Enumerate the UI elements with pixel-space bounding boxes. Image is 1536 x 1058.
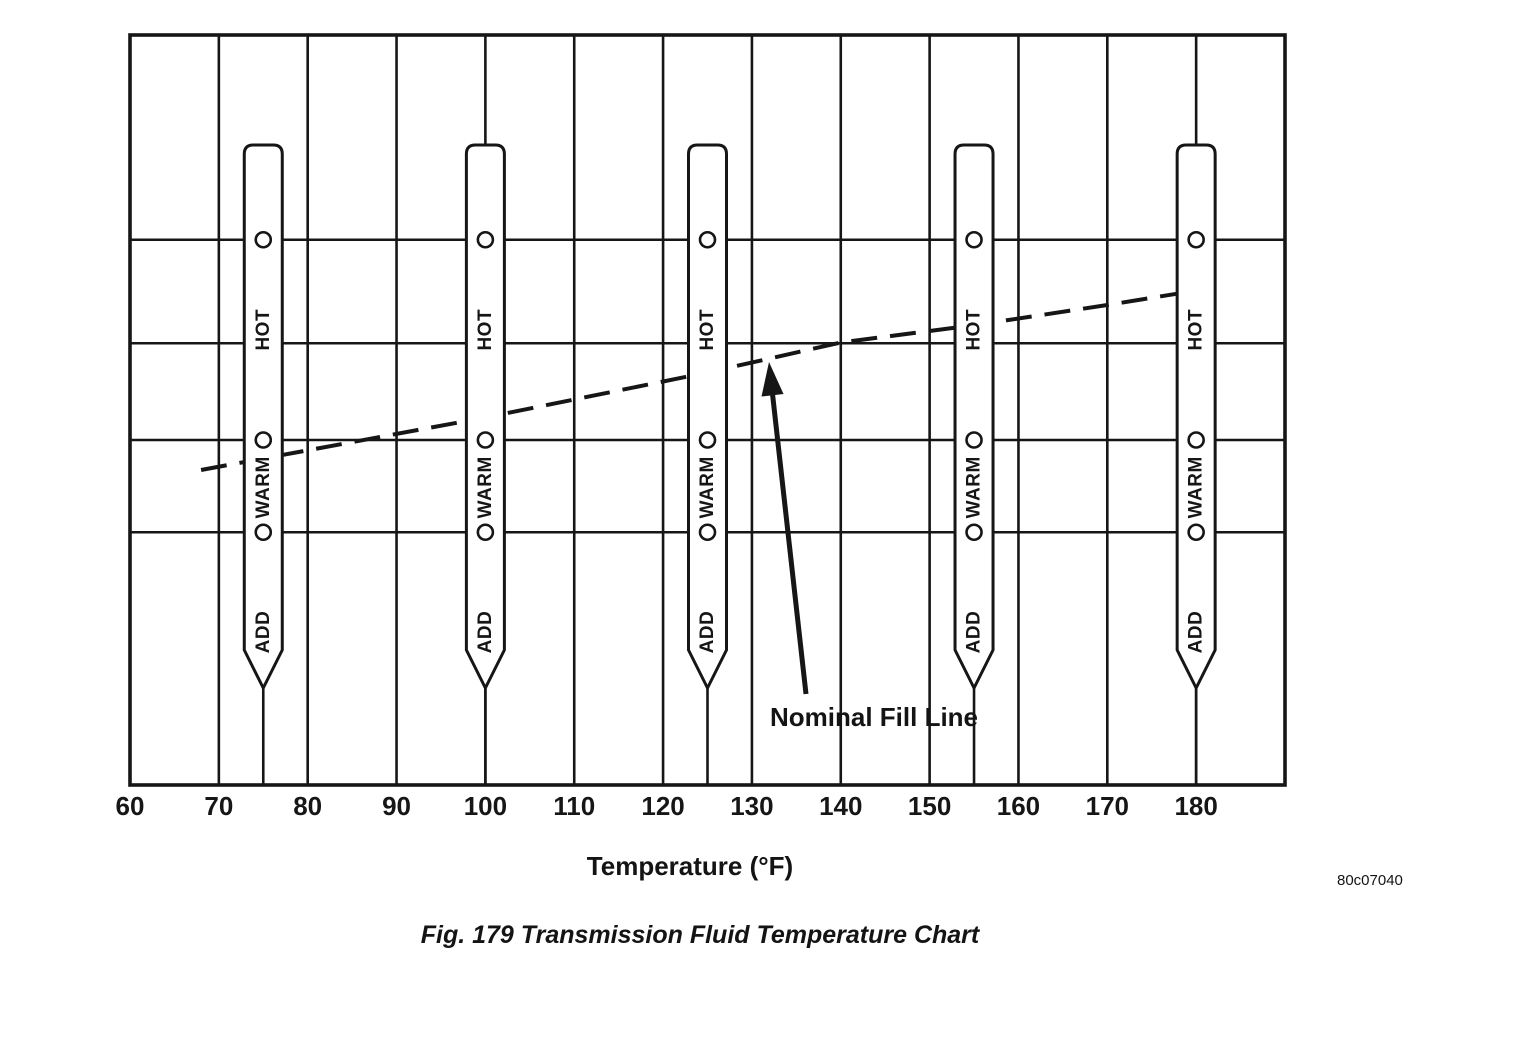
x-tick-label: 150 [908,791,951,821]
dipstick-zone-label: ADD [253,611,274,654]
x-tick-label: 140 [819,791,862,821]
x-tick-label: 130 [730,791,773,821]
dipstick: HOT WARM ADD [953,143,995,785]
x-tick-label: 170 [1086,791,1129,821]
dipstick-hole [965,523,983,542]
dipstick-zone-label: ADD [697,611,718,654]
dipstick-zone-label: HOT [1186,309,1207,351]
dipstick-zone-label: ADD [964,611,985,654]
dipstick-zone-label: ADD [1186,611,1207,654]
figure-caption: Fig. 179 Transmission Fluid Temperature … [420,921,980,949]
x-tick-label: 110 [553,791,595,821]
dipstick-zone-label: HOT [697,309,718,351]
x-tick-label: 80 [293,791,322,821]
x-tick-label: 60 [116,791,145,821]
x-tick-label: 90 [382,791,411,821]
dipstick-hole [1187,431,1205,449]
dipstick-zone-label: HOT [475,309,496,351]
x-tick-label: 180 [1174,791,1217,821]
dipstick-zone-label: WARM [964,456,985,518]
annotation-arrow [761,362,809,695]
dipstick-zone-label: WARM [697,456,718,518]
dipstick-hole [476,431,495,449]
dipstick: HOT WARM ADD [242,143,284,785]
dipstick-hole [1187,230,1205,249]
x-tick-label: 160 [997,791,1040,821]
x-tick-label: 120 [641,791,684,821]
dipstick: HOT WARM ADD [1175,143,1217,785]
x-axis-ticks: 60 70 80 90 100 110 120 130 140 150 160 170 180 [116,791,1218,821]
dipstick-zone-label: HOT [964,309,985,351]
dipstick-zone-label: WARM [1186,456,1207,518]
dipstick-hole [1187,523,1205,542]
dipstick-body [687,143,728,690]
dipstick-hole [698,230,717,249]
dipstick-zone-label: HOT [253,309,274,351]
x-tick-label: 70 [204,791,233,821]
x-axis-label: Temperature (°F) [586,851,794,881]
dipstick-hole [965,431,983,449]
dipstick-body [242,143,284,690]
dipstick-hole [965,230,983,249]
dipstick-zone-label: ADD [475,611,496,654]
dipstick: HOT WARM ADD [464,143,506,785]
plot-border [128,33,1287,787]
dipstick-zone-label: WARM [475,456,496,518]
dipstick-hole [698,431,717,449]
dipstick-body [1175,143,1217,690]
figure-code: 80c07040 [1337,872,1403,889]
dipstick-hole [254,431,273,449]
dipstick: HOT WARM ADD [687,143,728,785]
dipstick-hole [254,523,273,542]
dipstick-body [953,143,995,690]
nominal-fill-line-label: Nominal Fill Line [770,702,979,732]
dipstick-zone-label: WARM [253,456,274,518]
dipstick-hole [698,523,717,542]
x-tick-label: 100 [464,791,507,821]
dipstick-hole [476,230,495,249]
dipstick-body [464,143,506,690]
dipstick-hole [476,523,495,542]
dipstick-hole [254,230,273,249]
